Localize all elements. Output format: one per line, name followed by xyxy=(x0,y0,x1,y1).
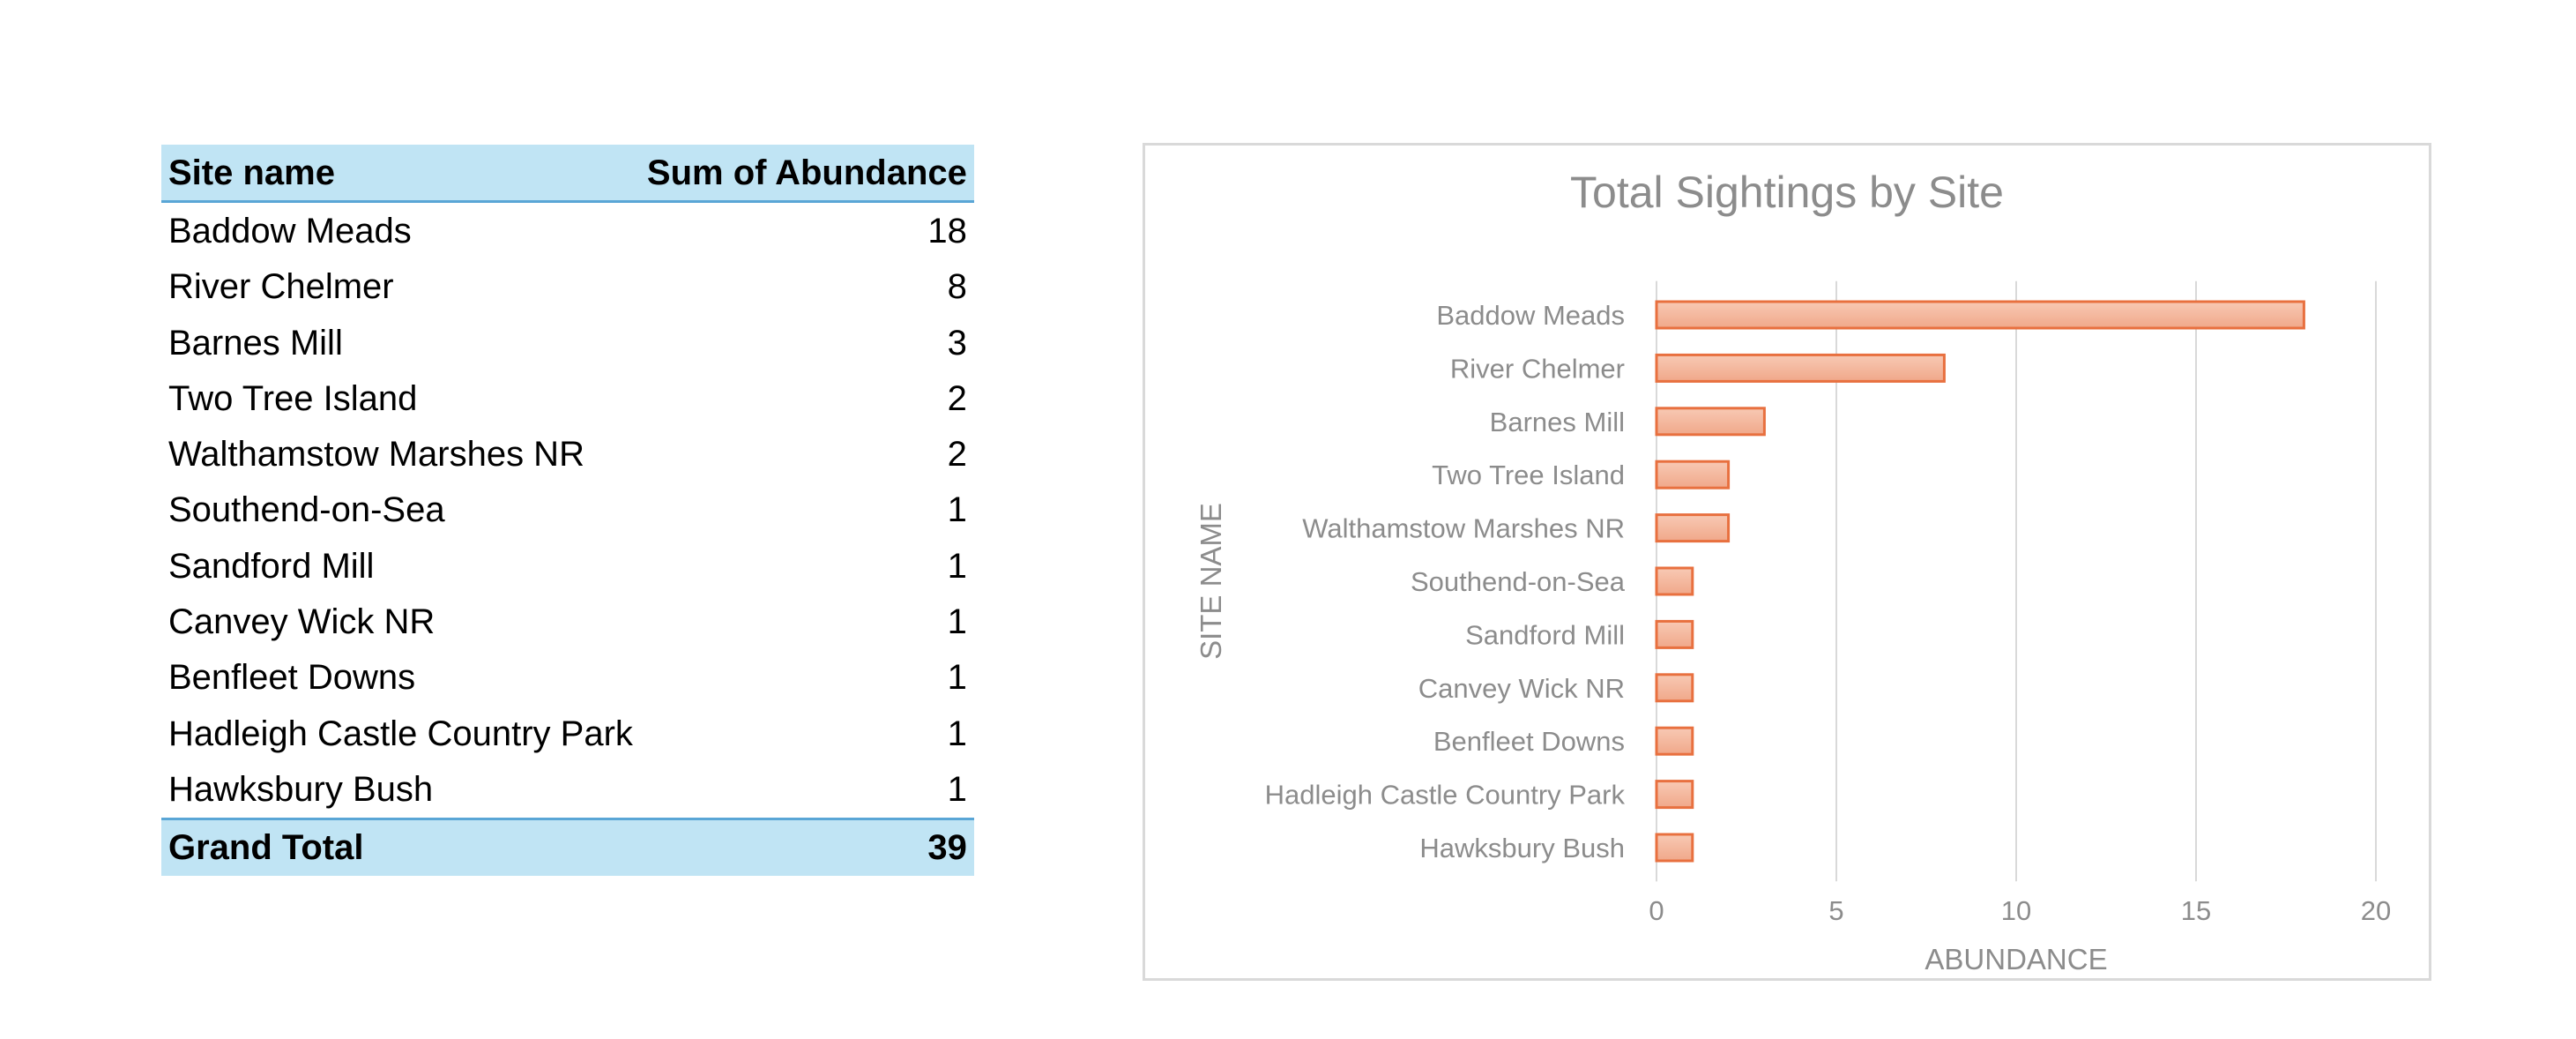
site-name-cell[interactable]: Walthamstow Marshes NR xyxy=(168,435,584,475)
bar[interactable] xyxy=(1655,833,1694,863)
abundance-cell[interactable]: 1 xyxy=(947,546,967,586)
bar[interactable] xyxy=(1655,407,1766,437)
header-site-name[interactable]: Site name xyxy=(161,145,640,204)
category-label: Baddow Meads xyxy=(1436,300,1625,331)
site-name-cell[interactable]: Two Tree Island xyxy=(168,378,418,418)
category-labels: Baddow Meads River Chelmer Barnes Mill Two … xyxy=(1265,300,1626,863)
category-label: Hadleigh Castle Country Park xyxy=(1265,780,1626,811)
table-row[interactable]: Barnes Mill 3 xyxy=(161,315,974,370)
site-name-cell[interactable]: River Chelmer xyxy=(168,267,394,307)
category-label: Hawksbury Bush xyxy=(1419,833,1625,863)
site-name-cell[interactable]: Sandford Mill xyxy=(168,546,375,586)
chart-title[interactable]: Total Sightings by Site xyxy=(1570,168,2004,217)
x-axis-title[interactable]: ABUNDANCE xyxy=(1925,943,2107,975)
bar[interactable] xyxy=(1655,673,1694,703)
grand-total-row[interactable]: Grand Total 39 xyxy=(161,817,974,876)
site-name-cell[interactable]: Benfleet Downs xyxy=(168,658,416,698)
abundance-cell[interactable]: 1 xyxy=(947,714,967,753)
abundance-cell[interactable]: 1 xyxy=(947,602,967,642)
x-tick-label: 15 xyxy=(2181,895,2211,926)
grand-total-value[interactable]: 39 xyxy=(639,817,974,876)
category-label: Benfleet Downs xyxy=(1433,726,1625,757)
category-label: Canvey Wick NR xyxy=(1418,673,1625,704)
site-name-cell[interactable]: Barnes Mill xyxy=(168,323,343,363)
category-label: Two Tree Island xyxy=(1432,460,1625,490)
bar[interactable] xyxy=(1655,513,1731,543)
header-sum-of-abundance[interactable]: Sum of Abundance xyxy=(639,145,974,204)
bar-chart[interactable]: Total Sightings by Site Baddow Meads Rive… xyxy=(1145,146,2429,978)
bar[interactable] xyxy=(1655,566,1694,596)
abundance-cell[interactable]: 2 xyxy=(947,378,967,418)
table-row[interactable]: Sandford Mill 1 xyxy=(161,538,974,594)
table-row[interactable]: Hadleigh Castle Country Park 1 xyxy=(161,706,974,761)
x-tick-label: 10 xyxy=(2001,895,2031,926)
table-row[interactable]: Baddow Meads 18 xyxy=(161,202,974,259)
grand-total-label[interactable]: Grand Total xyxy=(161,817,640,876)
site-name-cell[interactable]: Southend-on-Sea xyxy=(168,490,445,530)
x-tick-label: 5 xyxy=(1828,895,1843,926)
chart-area[interactable]: Total Sightings by Site Baddow Meads Rive… xyxy=(1143,143,2431,981)
table-row[interactable]: Canvey Wick NR 1 xyxy=(161,594,974,649)
y-axis-title[interactable]: SITE NAME xyxy=(1195,503,1227,660)
category-label: Southend-on-Sea xyxy=(1411,566,1626,597)
category-label: Sandford Mill xyxy=(1465,619,1625,650)
category-label: River Chelmer xyxy=(1450,353,1625,384)
bar[interactable] xyxy=(1655,780,1694,810)
bar[interactable] xyxy=(1655,619,1694,649)
site-name-cell[interactable]: Hawksbury Bush xyxy=(168,769,434,809)
table-row[interactable]: Walthamstow Marshes NR 2 xyxy=(161,426,974,482)
abundance-cell[interactable]: 1 xyxy=(947,769,967,809)
bar[interactable] xyxy=(1655,726,1694,756)
table-row[interactable]: Hawksbury Bush 1 xyxy=(161,761,974,818)
site-name-cell[interactable]: Hadleigh Castle Country Park xyxy=(168,714,633,753)
pivot-table: Site name Sum of Abundance Baddow Meads … xyxy=(161,145,974,876)
table-row[interactable]: Benfleet Downs 1 xyxy=(161,650,974,706)
bar[interactable] xyxy=(1655,300,2305,330)
site-name-cell[interactable]: Canvey Wick NR xyxy=(168,602,436,642)
bar[interactable] xyxy=(1655,353,1946,383)
abundance-cell[interactable]: 8 xyxy=(947,267,967,307)
abundance-cell[interactable]: 1 xyxy=(947,658,967,698)
pivot-header-row: Site name Sum of Abundance xyxy=(161,145,974,204)
abundance-cell[interactable]: 2 xyxy=(947,435,967,475)
x-tick-label: 0 xyxy=(1649,895,1664,926)
bars[interactable] xyxy=(1655,300,2305,863)
x-tick-labels: 0 5 10 15 20 xyxy=(1649,895,2391,926)
category-label: Barnes Mill xyxy=(1490,407,1625,437)
category-label: Walthamstow Marshes NR xyxy=(1302,513,1625,544)
abundance-cell[interactable]: 3 xyxy=(947,323,967,363)
bar[interactable] xyxy=(1655,460,1731,490)
table-row[interactable]: Two Tree Island 2 xyxy=(161,370,974,426)
abundance-cell[interactable]: 1 xyxy=(947,490,967,530)
x-tick-label: 20 xyxy=(2361,895,2391,926)
abundance-cell[interactable]: 18 xyxy=(927,211,967,250)
table-row[interactable]: River Chelmer 8 xyxy=(161,259,974,315)
site-name-cell[interactable]: Baddow Meads xyxy=(168,211,412,250)
table-row[interactable]: Southend-on-Sea 1 xyxy=(161,482,974,538)
